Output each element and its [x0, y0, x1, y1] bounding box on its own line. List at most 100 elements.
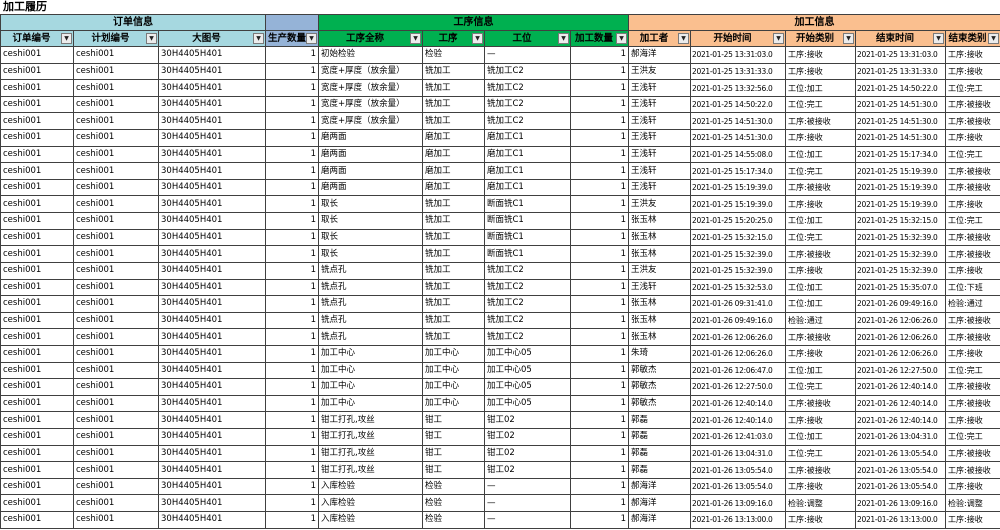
cell-start-type[interactable]: 工序:被接收 [785, 394, 856, 413]
cell-plan-no[interactable]: ceshi001 [73, 129, 159, 147]
cell-order-no[interactable]: ceshi001 [0, 511, 74, 529]
cell-machining-qty[interactable]: 1 [570, 195, 629, 214]
cell-process[interactable]: 铣加工 [422, 328, 485, 346]
filter-dropdown-icon[interactable]: ▼ [843, 33, 854, 44]
filter-dropdown-icon[interactable]: ▼ [61, 33, 72, 44]
cell-process-full-name[interactable]: 入库检验 [318, 477, 423, 496]
cell-drawing-no[interactable]: 30H4405H401 [158, 178, 266, 197]
cell-end-time[interactable]: 2021-01-25 15:32:15.0 [855, 212, 946, 230]
cell-station[interactable]: 断面铣C1 [484, 195, 571, 214]
cell-process[interactable]: 加工中心 [422, 378, 485, 396]
cell-station[interactable]: 铣加工C2 [484, 112, 571, 131]
cell-process[interactable]: 铣加工 [422, 261, 485, 280]
cell-drawing-no[interactable]: 30H4405H401 [158, 344, 266, 363]
cell-plan-no[interactable]: ceshi001 [73, 477, 159, 496]
cell-machining-qty[interactable]: 1 [570, 428, 629, 446]
cell-drawing-no[interactable]: 30H4405H401 [158, 511, 266, 529]
cell-prod-qty[interactable]: 1 [265, 344, 319, 363]
cell-end-time[interactable]: 2021-01-25 13:31:33.0 [855, 62, 946, 81]
cell-machining-qty[interactable]: 1 [570, 112, 629, 131]
cell-worker[interactable]: 张玉林 [628, 212, 691, 230]
cell-prod-qty[interactable]: 1 [265, 411, 319, 430]
cell-prod-qty[interactable]: 1 [265, 178, 319, 197]
cell-drawing-no[interactable]: 30H4405H401 [158, 295, 266, 313]
cell-start-time[interactable]: 2021-01-26 13:13:00.0 [690, 511, 786, 529]
cell-drawing-no[interactable]: 30H4405H401 [158, 494, 266, 513]
cell-worker[interactable]: 王浅轩 [628, 278, 691, 297]
cell-order-no[interactable]: ceshi001 [0, 79, 74, 97]
cell-start-type[interactable]: 工序:被接收 [785, 245, 856, 263]
cell-end-type[interactable]: 工序:接收 [945, 129, 1000, 147]
cell-order-no[interactable]: ceshi001 [0, 95, 74, 114]
cell-station[interactable]: — [484, 477, 571, 496]
cell-prod-qty[interactable]: 1 [265, 46, 319, 64]
cell-end-type[interactable]: 工位:完工 [945, 145, 1000, 164]
cell-order-no[interactable]: ceshi001 [0, 394, 74, 413]
cell-end-type[interactable]: 工序:被接收 [945, 311, 1000, 330]
cell-end-time[interactable]: 2021-01-26 13:05:54.0 [855, 477, 946, 496]
cell-end-time[interactable]: 2021-01-25 14:51:30.0 [855, 95, 946, 114]
cell-machining-qty[interactable]: 1 [570, 129, 629, 147]
cell-start-time[interactable]: 2021-01-26 13:05:54.0 [690, 461, 786, 479]
filter-dropdown-icon[interactable]: ▼ [253, 33, 264, 44]
cell-start-time[interactable]: 2021-01-25 14:51:30.0 [690, 129, 786, 147]
cell-process-full-name[interactable]: 取长 [318, 245, 423, 263]
cell-prod-qty[interactable]: 1 [265, 477, 319, 496]
cell-process-full-name[interactable]: 加工中心 [318, 378, 423, 396]
cell-order-no[interactable]: ceshi001 [0, 444, 74, 463]
cell-end-time[interactable]: 2021-01-25 15:35:07.0 [855, 278, 946, 297]
cell-station[interactable]: 铣加工C2 [484, 62, 571, 81]
cell-start-type[interactable]: 工位:加工 [785, 295, 856, 313]
cell-plan-no[interactable]: ceshi001 [73, 394, 159, 413]
cell-worker[interactable]: 朱琦 [628, 344, 691, 363]
cell-order-no[interactable]: ceshi001 [0, 178, 74, 197]
col-header-drawing-no[interactable]: 大图号 ▼ [158, 30, 266, 47]
cell-start-type[interactable]: 工序:接收 [785, 511, 856, 529]
cell-end-type[interactable]: 工序:被接收 [945, 328, 1000, 346]
cell-station[interactable]: 钳工02 [484, 428, 571, 446]
cell-order-no[interactable]: ceshi001 [0, 195, 74, 214]
cell-drawing-no[interactable]: 30H4405H401 [158, 261, 266, 280]
cell-station[interactable]: 加工中心05 [484, 361, 571, 380]
cell-start-type[interactable]: 工位:完工 [785, 162, 856, 180]
cell-start-type[interactable]: 工位:加工 [785, 145, 856, 164]
cell-worker[interactable]: 王洪友 [628, 62, 691, 81]
cell-drawing-no[interactable]: 30H4405H401 [158, 228, 266, 247]
cell-station[interactable]: 断面铣C1 [484, 212, 571, 230]
cell-machining-qty[interactable]: 1 [570, 278, 629, 297]
cell-start-time[interactable]: 2021-01-26 12:06:47.0 [690, 361, 786, 380]
cell-end-time[interactable]: 2021-01-25 13:31:03.0 [855, 46, 946, 64]
col-header-end-time[interactable]: 结束时间 ▼ [855, 30, 946, 47]
filter-dropdown-icon[interactable]: ▼ [988, 33, 999, 44]
cell-worker[interactable]: 郭磊 [628, 428, 691, 446]
cell-worker[interactable]: 郭磊 [628, 461, 691, 479]
cell-plan-no[interactable]: ceshi001 [73, 261, 159, 280]
cell-start-time[interactable]: 2021-01-26 12:27:50.0 [690, 378, 786, 396]
cell-start-type[interactable]: 工位:加工 [785, 79, 856, 97]
cell-order-no[interactable]: ceshi001 [0, 428, 74, 446]
cell-end-time[interactable]: 2021-01-26 09:49:16.0 [855, 295, 946, 313]
cell-end-type[interactable]: 检验:通过 [945, 295, 1000, 313]
cell-prod-qty[interactable]: 1 [265, 511, 319, 529]
cell-start-time[interactable]: 2021-01-25 14:50:22.0 [690, 95, 786, 114]
cell-prod-qty[interactable]: 1 [265, 328, 319, 346]
cell-process-full-name[interactable]: 入库检验 [318, 494, 423, 513]
cell-end-type[interactable]: 工序:接收 [945, 195, 1000, 214]
cell-start-type[interactable]: 工位:完工 [785, 95, 856, 114]
cell-worker[interactable]: 郝海洋 [628, 511, 691, 529]
cell-process[interactable]: 加工中心 [422, 361, 485, 380]
cell-end-type[interactable]: 工序:被接收 [945, 228, 1000, 247]
cell-process-full-name[interactable]: 磨两面 [318, 145, 423, 164]
cell-worker[interactable]: 郝海洋 [628, 46, 691, 64]
cell-start-type[interactable]: 工序:接收 [785, 477, 856, 496]
cell-start-type[interactable]: 工序:接收 [785, 344, 856, 363]
cell-station[interactable]: 钳工02 [484, 461, 571, 479]
cell-worker[interactable]: 王浅轩 [628, 145, 691, 164]
cell-plan-no[interactable]: ceshi001 [73, 162, 159, 180]
cell-end-time[interactable]: 2021-01-25 15:19:39.0 [855, 178, 946, 197]
cell-drawing-no[interactable]: 30H4405H401 [158, 394, 266, 413]
cell-process-full-name[interactable]: 加工中心 [318, 394, 423, 413]
cell-plan-no[interactable]: ceshi001 [73, 212, 159, 230]
cell-order-no[interactable]: ceshi001 [0, 361, 74, 380]
cell-end-time[interactable]: 2021-01-26 12:06:26.0 [855, 344, 946, 363]
